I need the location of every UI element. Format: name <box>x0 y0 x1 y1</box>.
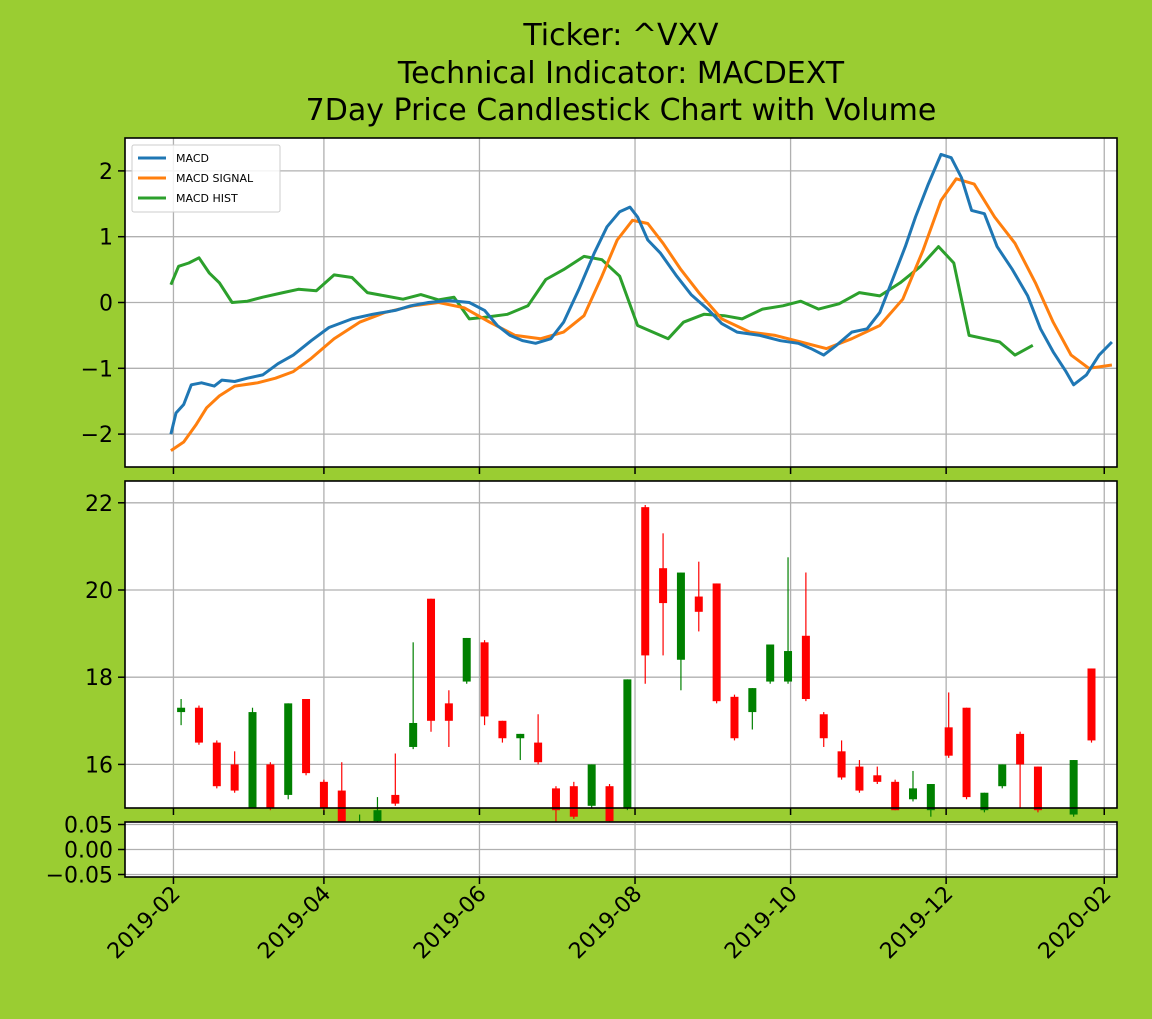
chart-title-line3: 7Day Price Candlestick Chart with Volume <box>306 93 937 128</box>
candle-body <box>1016 733 1025 765</box>
macd-panel: 2 1 0 −1 −2 <box>81 137 1118 474</box>
candle-body <box>498 720 507 739</box>
xtick-label: 2019-04 <box>253 882 336 965</box>
candle-body <box>480 642 489 717</box>
candle-body <box>605 786 614 822</box>
candle-body <box>230 764 239 791</box>
series-line-macd <box>169 152 1113 435</box>
candle-body <box>212 742 221 787</box>
candle-body <box>587 764 596 806</box>
candle-body <box>748 688 757 713</box>
candle-body <box>319 781 328 808</box>
candle-body <box>962 707 971 798</box>
candle-body <box>551 788 560 811</box>
price-frame <box>124 480 1118 809</box>
candle-body <box>534 742 543 763</box>
macd-legend: MACD MACD SIGNAL MACD HIST <box>131 144 281 213</box>
candle-body <box>730 696 739 739</box>
candle-body <box>694 596 703 612</box>
candle-body <box>676 572 685 660</box>
candle-body <box>177 707 186 713</box>
candle-body <box>302 699 311 774</box>
volume-ytick-label: 0.05 <box>64 814 113 839</box>
volume-ytick-label: 0.00 <box>64 839 113 864</box>
xtick-label: 2019-12 <box>876 882 959 965</box>
x-axis: 2019-02 2019-04 2019-06 2019-08 2019-10 2019-… <box>103 882 1116 965</box>
candle-body <box>855 766 864 791</box>
price-ytick-label: 20 <box>85 579 113 604</box>
candle-body <box>926 784 935 811</box>
chart-title-line2: Technical Indicator: MACDEXT <box>397 56 845 91</box>
legend-signal-label: MACD SIGNAL <box>176 172 254 185</box>
candle-body <box>444 703 453 721</box>
candle-body <box>516 733 525 739</box>
candle-body <box>837 751 846 778</box>
candle-body <box>623 679 632 808</box>
volume-frame <box>124 821 1118 878</box>
candle-body <box>409 722 418 747</box>
legend-hist-label: MACD HIST <box>176 192 238 205</box>
candle-body <box>641 507 650 656</box>
candle-body <box>659 568 668 604</box>
price-panel: 22 20 18 16 <box>85 480 1118 837</box>
candle-body <box>801 635 810 699</box>
xtick-label: 2019-08 <box>565 882 648 965</box>
xtick-label: 2020-02 <box>1034 882 1117 965</box>
macd-ytick-label: 0 <box>99 292 113 317</box>
macd-ytick-label: 2 <box>99 160 113 185</box>
candle-body <box>766 644 775 682</box>
candle-body <box>284 703 293 795</box>
volume-ytick-label: −0.05 <box>46 864 113 889</box>
candle-body <box>784 651 793 682</box>
macd-ytick-label: −2 <box>81 423 113 448</box>
xtick-label: 2019-10 <box>720 882 803 965</box>
macd-frame <box>124 137 1118 468</box>
candle-body <box>1033 766 1042 811</box>
chart-title-line1: Ticker: ^VXV <box>522 18 719 53</box>
price-ytick-label: 22 <box>85 492 113 517</box>
price-ytick-label: 18 <box>85 666 113 691</box>
candle-body <box>873 775 882 782</box>
candle-body <box>569 786 578 817</box>
candle-body <box>1087 668 1096 741</box>
candle-body <box>194 707 203 743</box>
candle-body <box>427 598 436 721</box>
candle-body <box>248 712 257 808</box>
legend-box <box>131 144 281 213</box>
macd-ytick-label: −1 <box>81 357 113 382</box>
price-ytick-label: 16 <box>85 753 113 778</box>
candle-body <box>337 790 346 830</box>
macd-ytick-label: 1 <box>99 226 113 251</box>
volume-panel: 0.050.00−0.05 <box>46 814 1118 889</box>
candle-body <box>373 810 382 822</box>
xtick-label: 2019-02 <box>103 882 186 965</box>
candle-body <box>908 788 917 800</box>
xtick-label: 2019-06 <box>409 882 492 965</box>
candle-body <box>998 764 1007 787</box>
candle-body <box>462 637 471 682</box>
candle-body <box>266 764 275 808</box>
legend-macd-label: MACD <box>176 152 209 165</box>
candle-body <box>819 714 828 739</box>
candle-body <box>1069 760 1078 815</box>
candle-body <box>944 727 953 756</box>
candle-body <box>891 781 900 811</box>
candle-body <box>391 794 400 804</box>
candle-body <box>980 792 989 811</box>
candle-body <box>712 583 721 702</box>
